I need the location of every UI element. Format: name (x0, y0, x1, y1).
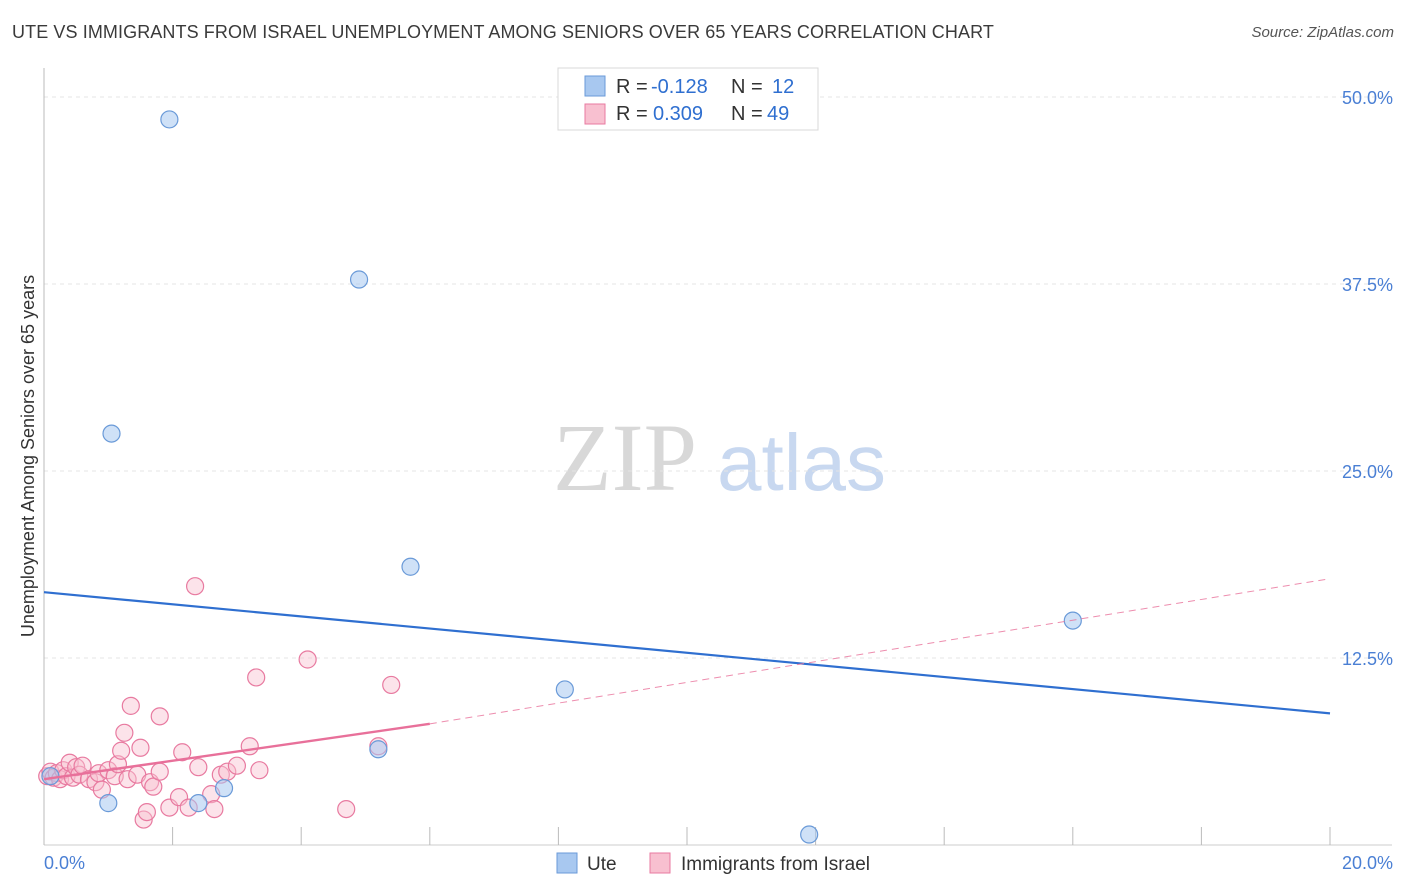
legend-r-value-israel: 0.309 (653, 103, 703, 125)
source-credit: Source: ZipAtlas.com (1251, 24, 1394, 41)
chart-title: UTE VS IMMIGRANTS FROM ISRAEL UNEMPLOYME… (12, 22, 994, 42)
israel-point-46 (337, 799, 356, 819)
legend-r-label-israel: R = (616, 103, 648, 125)
ute-point-6 (349, 270, 369, 289)
israel-trend-line (43, 722, 430, 781)
israel-point-22 (121, 696, 140, 715)
israel-point-43 (247, 668, 266, 687)
series-legend: Ute Immigrants from Israel (556, 852, 870, 875)
israel-point-26 (137, 802, 156, 822)
ute-point-3 (160, 110, 179, 129)
legend-n-value-ute: 12 (772, 76, 794, 98)
grid-lines (44, 96, 1392, 846)
watermark-zip: ZIP (553, 404, 697, 511)
y-tick-label-3: 50.0% (1342, 88, 1393, 108)
trend-lines (43, 578, 1331, 781)
israel-point-29 (150, 762, 169, 781)
israel-point-30 (150, 707, 169, 726)
axes (43, 68, 1331, 845)
israel-point-28 (144, 777, 163, 796)
ute-point-9 (555, 680, 574, 699)
legend-r-label-ute: R = (616, 76, 648, 98)
stats-legend: R = -0.128 N = 12 R = 0.309 N = 49 (557, 67, 819, 131)
ute-point-10 (800, 825, 819, 844)
y-tick-labels: 12.5% 25.0% 37.5% 50.0% (1342, 88, 1393, 669)
ute-point-5 (214, 779, 234, 798)
israel-point-41 (227, 756, 246, 775)
israel-trend-extension (429, 578, 1331, 725)
bottom-legend-label-israel: Immigrants from Israel (681, 854, 870, 875)
israel-point-48 (382, 675, 401, 695)
israel-point-20 (115, 723, 134, 742)
legend-n-label-ute: N = (731, 76, 763, 98)
israel-point-42 (240, 737, 259, 756)
legend-r-value-ute: -0.128 (651, 76, 708, 98)
israel-point-36 (189, 758, 208, 777)
israel-point-33 (173, 743, 192, 762)
israel-point-38 (205, 799, 224, 819)
watermark-atlas: atlas (717, 418, 886, 507)
y-axis-label: Unemployment Among Seniors over 65 years (18, 275, 38, 637)
ute-point-2 (102, 424, 121, 443)
bottom-legend-label-ute: Ute (587, 854, 617, 875)
bottom-legend-swatch-israel (649, 852, 671, 874)
y-tick-label-0: 12.5% (1342, 649, 1393, 669)
legend-n-value-israel: 49 (767, 103, 789, 125)
ute-point-8 (401, 557, 420, 576)
x-tick-labels: 0.0% 20.0% (44, 853, 1393, 873)
series-ute-points (41, 110, 1082, 844)
ute-point-4 (189, 794, 208, 813)
ute-trend-line (43, 591, 1331, 715)
x-tick-label-1: 20.0% (1342, 853, 1393, 873)
israel-point-19 (112, 741, 131, 760)
ute-point-0 (41, 767, 60, 786)
bottom-legend-swatch-ute (556, 852, 578, 874)
y-tick-label-1: 25.0% (1342, 462, 1393, 482)
legend-swatch-israel (584, 103, 606, 125)
israel-point-44 (250, 761, 269, 780)
israel-point-35 (186, 577, 205, 596)
ute-point-1 (99, 794, 118, 813)
y-tick-label-2: 37.5% (1342, 275, 1393, 295)
israel-point-24 (131, 738, 150, 757)
israel-point-21 (118, 770, 137, 789)
legend-n-label-israel: N = (731, 103, 763, 125)
legend-swatch-ute (584, 75, 606, 97)
x-tick-label-0: 0.0% (44, 853, 85, 873)
ute-point-7 (369, 740, 388, 759)
israel-point-45 (298, 650, 317, 669)
